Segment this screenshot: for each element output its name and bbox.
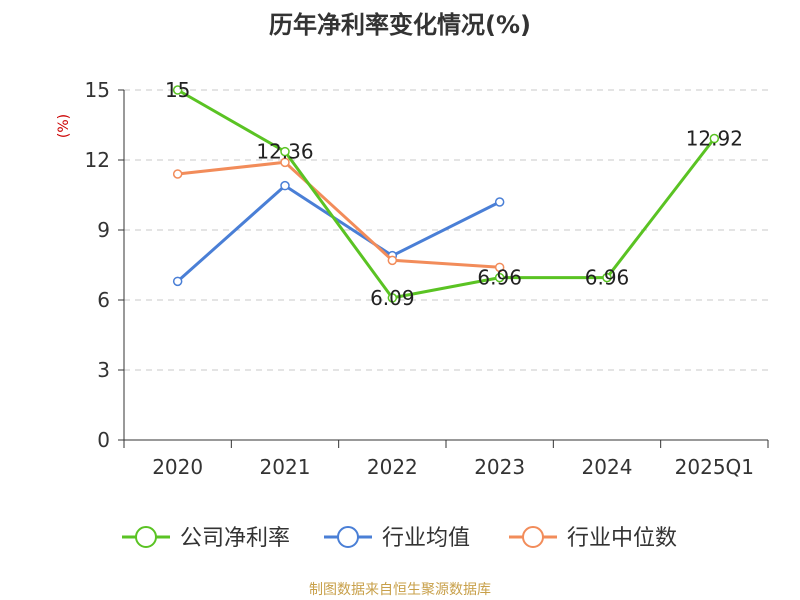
- data-label: 12.92: [686, 127, 743, 151]
- data-point[interactable]: [172, 276, 183, 287]
- legend-label: 公司净利率: [180, 526, 290, 551]
- legend-item[interactable]: 行业均值: [324, 526, 470, 551]
- legend-label: 行业均值: [382, 526, 470, 551]
- x-tick-label: 2021: [260, 455, 311, 479]
- x-tick-label: 2023: [474, 455, 525, 479]
- data-point[interactable]: [280, 157, 290, 168]
- x-tick-label: 2024: [582, 455, 633, 479]
- legend[interactable]: 公司净利率 行业均值 行业中位数: [122, 526, 677, 551]
- series-line: [176, 184, 501, 283]
- data-point[interactable]: [280, 146, 290, 157]
- data-label: 6.96: [477, 266, 522, 290]
- data-label: 6.96: [585, 266, 630, 290]
- legend-label: 行业中位数: [567, 526, 677, 551]
- y-tick-label: 6: [97, 288, 110, 312]
- legend-item[interactable]: 行业中位数: [509, 526, 677, 551]
- y-tick-label: 0: [97, 428, 110, 452]
- series-lines: [172, 85, 720, 303]
- x-tick-label: 2020: [152, 455, 203, 479]
- x-tick-label: 2022: [367, 455, 418, 479]
- data-point[interactable]: [387, 293, 398, 303]
- data-point[interactable]: [280, 180, 290, 191]
- data-point[interactable]: [387, 255, 398, 266]
- data-point[interactable]: [494, 197, 505, 207]
- data-point[interactable]: [172, 85, 183, 95]
- axes: 0 3 6 9 12 15 2020 2021 2022 2023 2024 2025Q1: [85, 78, 769, 479]
- legend-marker: [522, 526, 544, 548]
- y-axis-unit: (%): [56, 114, 72, 138]
- x-tick-label: 2025Q1: [675, 455, 754, 479]
- series-line: [176, 88, 716, 300]
- data-label: 6.09: [370, 286, 415, 310]
- data-point[interactable]: [494, 262, 505, 273]
- data-point[interactable]: [709, 133, 720, 144]
- chart-title: 历年净利率变化情况(%): [269, 11, 531, 39]
- data-point[interactable]: [494, 272, 505, 283]
- legend-marker: [337, 526, 359, 548]
- data-labels: 15 12.36 6.09 6.96 6.96 12.92: [165, 78, 743, 310]
- y-tick-label: 3: [97, 358, 110, 382]
- data-label: 15: [165, 78, 190, 102]
- data-label: 12.36: [256, 140, 313, 164]
- data-point[interactable]: [172, 169, 183, 179]
- legend-item[interactable]: 公司净利率: [122, 526, 290, 551]
- y-tick-label: 15: [85, 78, 110, 102]
- data-point[interactable]: [602, 272, 612, 283]
- legend-marker: [135, 526, 157, 548]
- series-line: [177, 160, 500, 269]
- source-footer: 制图数据来自恒生聚源数据库: [309, 582, 491, 598]
- y-tick-label: 9: [97, 218, 110, 242]
- y-tick-label: 12: [85, 148, 110, 172]
